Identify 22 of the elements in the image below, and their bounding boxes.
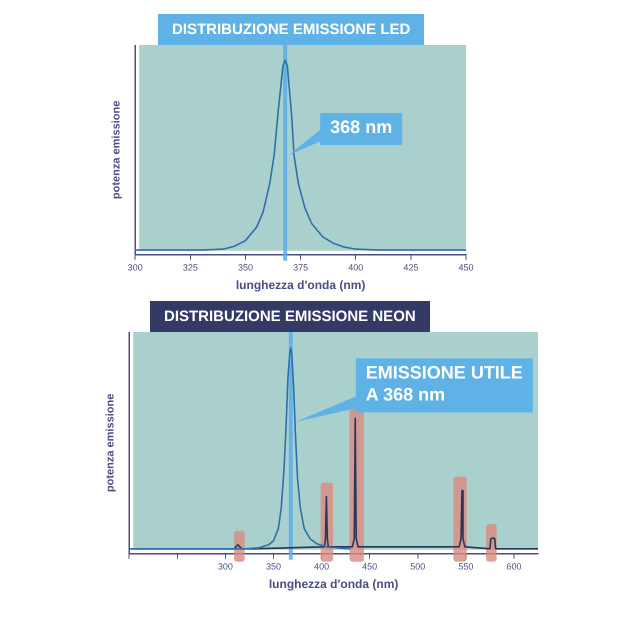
x-tick-label: 325: [182, 262, 198, 273]
x-tick-label: 450: [362, 562, 378, 572]
x-tick-label: 550: [458, 562, 474, 572]
y-axis-title: potenza emissione: [104, 394, 117, 492]
x-tick-label: 400: [348, 262, 364, 273]
x-tick-label: 350: [266, 562, 281, 572]
x-tick-label: 375: [293, 262, 308, 273]
x-tick-label: 300: [128, 262, 143, 273]
x-tick-label: 350: [238, 262, 253, 273]
x-tick-label: 500: [410, 562, 426, 572]
y-axis-title: potenza emissione: [110, 100, 123, 200]
annotation: 368 nm: [330, 117, 392, 138]
x-tick-label: 400: [314, 562, 330, 572]
x-axis-title: lunghezza d'onda (nm): [236, 278, 366, 292]
x-tick-label: 300: [218, 562, 233, 572]
x-tick-label: 450: [458, 262, 474, 273]
x-axis-title: lunghezza d'onda (nm): [268, 577, 398, 592]
annotation: EMISSIONE UTILE A 368 nm: [366, 362, 523, 404]
x-tick-label: 425: [403, 262, 418, 273]
chart-title: DISTRIBUZIONE EMISSIONE LED: [158, 14, 424, 45]
x-tick-label: 600: [506, 562, 522, 572]
chart-title: DISTRIBUZIONE EMISSIONE NEON: [150, 301, 430, 332]
